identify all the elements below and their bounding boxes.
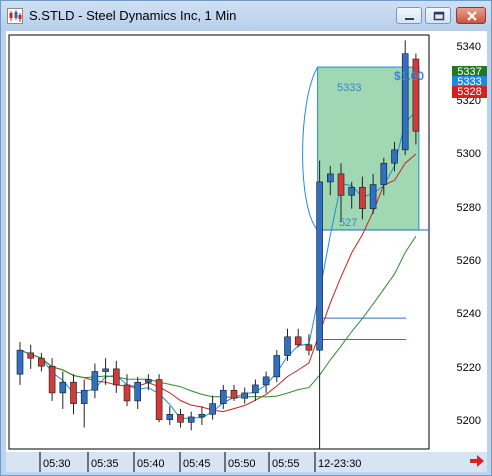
price-axis-label: 5220 <box>456 361 481 374</box>
candle-body <box>38 357 45 367</box>
candle-body <box>209 403 216 415</box>
candle-body <box>284 336 291 356</box>
candle-body <box>102 368 109 372</box>
window-title: S.STLD - Steel Dynamics Inc, 1 Min <box>29 8 237 23</box>
candle-body <box>326 173 334 183</box>
price-axis-label: 5240 <box>456 308 481 321</box>
box-bottom-label: 527 <box>339 217 358 229</box>
candle-body <box>134 381 141 402</box>
candle-body <box>166 413 174 420</box>
candle-body <box>177 413 184 423</box>
box-top-label: 5333 <box>337 82 362 94</box>
close-icon <box>467 11 477 21</box>
candle-body <box>70 381 77 404</box>
candle-body <box>16 349 24 375</box>
time-axis-strip <box>6 452 487 472</box>
ma-slow-line <box>19 235 417 399</box>
candle-body <box>337 173 345 196</box>
candle-body <box>155 379 163 420</box>
price-axis-label: 5340 <box>456 41 481 54</box>
minimize-button[interactable] <box>396 7 422 24</box>
price-axis-label: 5200 <box>456 415 481 428</box>
scroll-right-arrow-icon[interactable] <box>469 454 485 468</box>
time-axis-label: 05:45 <box>183 458 211 470</box>
candle-body <box>401 53 409 151</box>
time-axis-label: 05:35 <box>91 458 119 470</box>
candle-body <box>273 355 281 378</box>
candle-body <box>262 376 270 386</box>
price-chart[interactable] <box>6 31 487 472</box>
candle-body <box>369 184 377 209</box>
candle-body <box>241 392 248 399</box>
candle-body <box>187 416 195 423</box>
time-axis-label: 05:55 <box>272 458 300 470</box>
candle-body <box>123 384 131 402</box>
range-box-curve <box>302 66 319 231</box>
restore-button[interactable] <box>425 7 451 24</box>
candlestick-chart-icon <box>7 8 23 24</box>
candle-body <box>145 379 152 383</box>
candle-body <box>230 389 238 399</box>
restore-icon <box>433 11 445 21</box>
candle-body <box>316 181 323 351</box>
candle-body <box>252 384 259 394</box>
minimize-icon <box>405 18 414 20</box>
candle-body <box>80 389 88 404</box>
price-axis-label: 5260 <box>456 255 481 268</box>
candle-body <box>348 186 356 196</box>
chart-area[interactable]: 5340 5320 5300 5280 5260 5240 5220 5200 5337 533… <box>6 31 487 472</box>
price-axis-label: 5300 <box>456 148 481 161</box>
candle-body <box>59 381 67 394</box>
time-axis-label: 05:40 <box>137 458 165 470</box>
ma-mid-line <box>19 153 417 413</box>
price-axis-label: 5280 <box>456 201 481 214</box>
price-badge: 5328 <box>452 86 487 98</box>
title-bar[interactable]: S.STLD - Steel Dynamics Inc, 1 Min <box>1 1 491 31</box>
close-button[interactable] <box>456 7 486 24</box>
time-axis-label: 12-23:30 <box>318 458 362 470</box>
candle-body <box>27 352 35 359</box>
candle-body <box>412 58 420 132</box>
candle-body <box>391 149 398 164</box>
candle-body <box>48 365 56 394</box>
candle-body <box>294 336 302 346</box>
candle-body <box>305 344 313 351</box>
candle-body <box>198 413 206 418</box>
time-axis-label: 05:50 <box>228 458 256 470</box>
candle-body <box>113 368 120 386</box>
price-badge: 5337 <box>452 66 487 78</box>
price-badge: 5333 <box>452 76 487 88</box>
candle-body <box>91 371 99 391</box>
range-label: $1.60 <box>394 69 425 83</box>
time-axis-label: 05:30 <box>43 458 71 470</box>
candle-body <box>380 162 388 185</box>
candle-body <box>359 186 366 209</box>
candle-body <box>220 389 227 404</box>
